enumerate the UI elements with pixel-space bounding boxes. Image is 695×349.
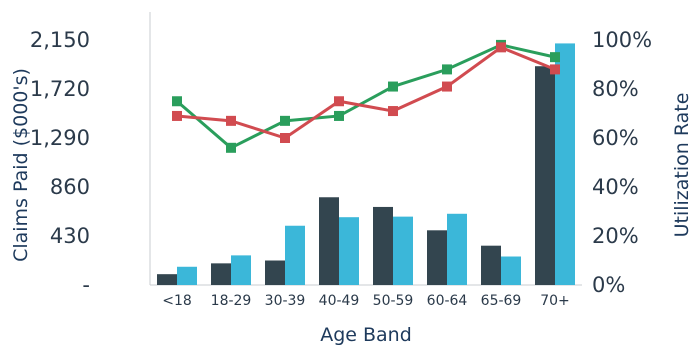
x-tick-label: 40-49 [319,293,360,309]
line-series-1-marker [442,64,452,75]
bar-series-2 [285,225,305,285]
bar-series-2 [393,216,413,285]
bars [157,43,575,285]
bar-series-2 [177,266,197,285]
right-tick-label: 60% [592,126,639,150]
x-tick-label: 18-29 [211,293,252,309]
bar-series-1 [319,197,339,285]
left-tick-label: 1,720 [30,77,90,101]
line-series-1 [176,43,556,150]
bar-series-1 [211,263,231,285]
left-tick-label: 430 [50,224,90,248]
line-series-1-marker [388,81,398,92]
bar-series-2 [231,255,251,285]
line-series-2-marker [496,42,506,53]
right-axis-ticks: 0% 20% 40% 60% 80% 100% [592,28,652,297]
bar-series-1 [265,260,285,285]
right-axis-title: Utilization Rate [671,93,693,238]
right-tick-label: 0% [592,273,625,297]
line-series-2-marker [334,96,344,107]
line-series-2 [176,45,556,140]
x-axis-ticks: <18 18-29 30-39 40-49 50-59 60-64 65-69 70+ [162,293,570,309]
x-tick-label: 50-59 [373,293,414,309]
line-series-1-marker [280,115,290,126]
right-tick-label: 80% [592,77,639,101]
x-tick-label: 60-64 [427,293,468,309]
line-series-1-marker [334,110,344,121]
right-tick-label: 40% [592,175,639,199]
line-series-2-marker [550,64,560,75]
x-tick-label: <18 [162,293,192,309]
line-series-1-marker [550,52,560,63]
left-tick-label: 2,150 [30,28,90,52]
right-tick-label: 20% [592,224,639,248]
lines [172,39,560,153]
bar-series-1 [157,274,177,285]
line-series-2-marker [172,110,182,121]
x-tick-label: 70+ [540,293,570,309]
left-tick-label: 860 [50,175,90,199]
line-series-2-marker [442,81,452,92]
line-series-2-marker [280,133,290,143]
line-series-1-marker [226,142,236,153]
line-series-2-marker [226,115,236,126]
x-tick-label: 30-39 [265,293,306,309]
bar-series-1 [373,206,393,285]
bar-series-2 [339,217,359,285]
left-tick-label: - [82,273,90,297]
bar-series-1 [535,66,555,285]
bar-series-2 [555,43,575,285]
x-tick-label: 65-69 [481,293,522,309]
bar-series-2 [447,213,467,285]
bar-series-1 [481,245,501,285]
bar-series-1 [427,230,447,285]
left-axis-ticks: - 430 860 1,290 1,720 2,150 [30,28,90,297]
x-axis-title: Age Band [320,324,412,346]
bar-series-2 [501,256,521,285]
right-tick-label: 100% [592,28,652,52]
line-series-1-marker [172,96,182,107]
line-series-2-marker [388,106,398,117]
left-axis-title: Claims Paid ($000's) [10,68,32,262]
left-tick-label: 1,290 [30,126,90,150]
